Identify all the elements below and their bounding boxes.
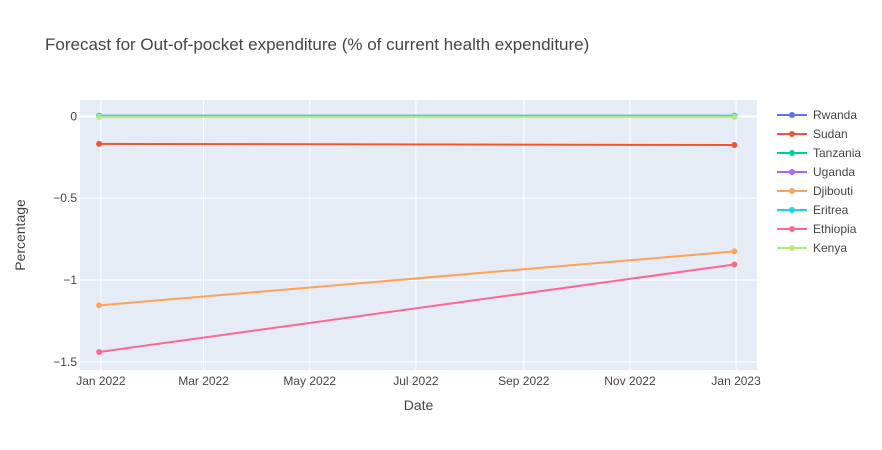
data-point-djibouti[interactable] — [731, 248, 738, 255]
series-sudan — [96, 140, 738, 148]
data-point-ethiopia[interactable] — [96, 349, 103, 355]
legend-label: Djibouti — [813, 184, 853, 198]
legend-label: Uganda — [813, 165, 855, 179]
series-line-ethiopia — [98, 263, 735, 353]
legend-item-ethiopia[interactable]: Ethiopia — [777, 222, 857, 236]
x-tick-label: Jul 2022 — [393, 374, 439, 388]
series-line-sudan — [99, 142, 735, 146]
y-tick-label: −1.5 — [53, 355, 77, 369]
data-point-sudan[interactable] — [96, 140, 103, 147]
x-tick-label: Sep 2022 — [498, 374, 550, 388]
series-line-djibouti — [99, 250, 735, 307]
legend-item-eritrea[interactable]: Eritrea — [777, 203, 849, 217]
legend-marker — [789, 245, 795, 251]
legend-marker — [789, 112, 795, 118]
y-axis-title: Percentage — [12, 199, 28, 271]
x-axis-title: Date — [404, 397, 434, 413]
legend-item-tanzania[interactable]: Tanzania — [777, 146, 861, 160]
legend-marker — [789, 188, 795, 194]
x-tick-label: Jan 2023 — [711, 374, 761, 388]
legend-marker — [789, 207, 795, 213]
legend-marker — [789, 131, 795, 137]
data-point-sudan[interactable] — [731, 142, 738, 148]
legend-item-djibouti[interactable]: Djibouti — [777, 184, 853, 198]
legend: Rwanda Sudan Tanzania Uganda Djibouti Eritrea… — [777, 108, 861, 255]
legend-label: Ethiopia — [813, 222, 857, 236]
y-axis-ticks: 0 −0.5 −1 −1.5 — [53, 109, 77, 368]
data-point-kenya[interactable] — [731, 113, 738, 120]
legend-label: Sudan — [813, 127, 848, 141]
legend-item-sudan[interactable]: Sudan — [777, 127, 848, 141]
x-tick-label: Nov 2022 — [604, 374, 656, 388]
x-tick-label: Mar 2022 — [178, 374, 229, 388]
y-tick-label: −0.5 — [53, 191, 77, 205]
x-tick-label: May 2022 — [283, 374, 336, 388]
data-point-ethiopia[interactable] — [731, 261, 738, 268]
legend-label: Kenya — [813, 241, 847, 255]
data-point-kenya[interactable] — [96, 113, 103, 120]
legend-label: Eritrea — [813, 203, 849, 217]
series-kenya — [96, 113, 738, 120]
legend-label: Tanzania — [813, 146, 861, 160]
legend-item-kenya[interactable]: Kenya — [777, 241, 847, 255]
y-tick-label: −1 — [63, 273, 77, 287]
plot-area — [80, 100, 757, 370]
series-djibouti — [96, 248, 738, 309]
x-tick-label: Jan 2022 — [76, 374, 126, 388]
chart-title: Forecast for Out-of-pocket expenditure (… — [45, 35, 589, 54]
legend-item-uganda[interactable]: Uganda — [777, 165, 855, 179]
legend-marker — [789, 226, 795, 232]
legend-label: Rwanda — [813, 108, 857, 122]
series-ethiopia — [96, 261, 738, 355]
legend-marker — [789, 169, 795, 175]
legend-item-rwanda[interactable]: Rwanda — [777, 108, 857, 122]
y-tick-label: 0 — [70, 109, 77, 123]
data-point-djibouti[interactable] — [96, 302, 103, 309]
series-layer — [96, 112, 738, 355]
legend-marker — [789, 150, 795, 156]
x-axis-ticks: Jan 2022 Mar 2022 May 2022 Jul 2022 Sep 2022… — [76, 374, 761, 388]
